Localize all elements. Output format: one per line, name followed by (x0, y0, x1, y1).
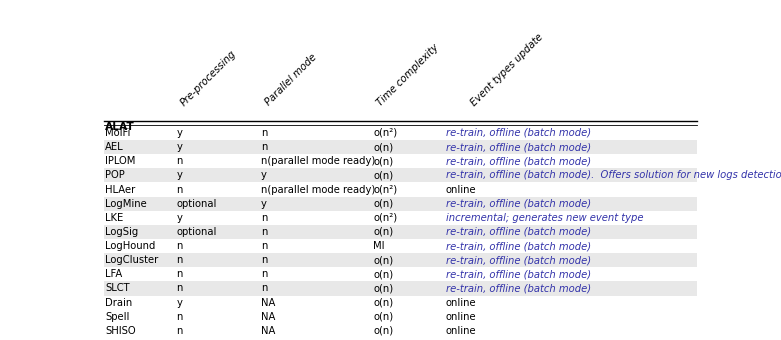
Text: optional: optional (177, 199, 216, 209)
Text: LKE: LKE (105, 213, 123, 223)
Text: y: y (261, 170, 267, 180)
Text: re-train, offline (batch mode): re-train, offline (batch mode) (446, 128, 590, 138)
Text: re-train, offline (batch mode): re-train, offline (batch mode) (446, 142, 590, 152)
Text: y: y (177, 298, 182, 308)
Text: incremental; generates new event type: incremental; generates new event type (446, 213, 644, 223)
Bar (104, 225, 697, 239)
Text: o(n): o(n) (373, 298, 393, 308)
Text: LogMine: LogMine (105, 199, 147, 209)
Text: re-train, offline (batch mode): re-train, offline (batch mode) (446, 156, 590, 166)
Text: n: n (177, 255, 183, 265)
Text: HLAer: HLAer (105, 185, 135, 194)
Text: n: n (261, 255, 267, 265)
Text: n: n (177, 241, 183, 251)
Text: o(n): o(n) (373, 326, 393, 336)
Text: o(n): o(n) (373, 284, 393, 293)
Text: y: y (177, 128, 182, 138)
Text: n(parallel mode ready): n(parallel mode ready) (261, 156, 376, 166)
Text: LogSig: LogSig (105, 227, 138, 237)
Text: NA: NA (261, 326, 276, 336)
Text: o(n): o(n) (373, 142, 393, 152)
Text: y: y (177, 213, 182, 223)
Text: MolFi: MolFi (105, 128, 130, 138)
Text: o(n): o(n) (373, 227, 393, 237)
Text: n: n (261, 269, 267, 279)
Text: y: y (177, 170, 182, 180)
Text: n: n (177, 326, 183, 336)
Text: Event types update: Event types update (469, 32, 545, 107)
Text: online: online (446, 312, 476, 322)
Text: Spell: Spell (105, 312, 130, 322)
Text: o(n): o(n) (373, 199, 393, 209)
Text: online: online (446, 185, 476, 194)
Text: n: n (177, 156, 183, 166)
Text: MI: MI (373, 241, 384, 251)
Text: n: n (261, 128, 267, 138)
Text: n: n (177, 312, 183, 322)
Bar (104, 310, 697, 324)
Text: SLCT: SLCT (105, 284, 130, 293)
Text: IPLOM: IPLOM (105, 156, 135, 166)
Text: n: n (177, 185, 183, 194)
Text: AEL: AEL (105, 142, 123, 152)
Text: LogCluster: LogCluster (105, 255, 158, 265)
Text: LogHound: LogHound (105, 241, 155, 251)
Text: Time complexity: Time complexity (375, 42, 440, 107)
Text: online: online (446, 326, 476, 336)
Text: n: n (261, 227, 267, 237)
Bar (104, 140, 697, 154)
Text: o(n²): o(n²) (373, 128, 398, 138)
Text: n: n (177, 284, 183, 293)
Text: re-train, offline (batch mode): re-train, offline (batch mode) (446, 227, 590, 237)
Text: n: n (261, 142, 267, 152)
Text: SHISO: SHISO (105, 326, 136, 336)
Text: o(n²): o(n²) (373, 213, 398, 223)
Text: o(n): o(n) (373, 312, 393, 322)
Text: Parallel mode: Parallel mode (263, 52, 319, 107)
Text: LFA: LFA (105, 269, 122, 279)
Text: POP: POP (105, 170, 125, 180)
Bar (104, 197, 697, 211)
Text: Pre-processing: Pre-processing (178, 48, 237, 107)
Text: re-train, offline (batch mode): re-train, offline (batch mode) (446, 255, 590, 265)
Bar (104, 253, 697, 267)
Text: y: y (261, 199, 267, 209)
Text: o(n): o(n) (373, 170, 393, 180)
Text: n: n (177, 269, 183, 279)
Text: re-train, offline (batch mode): re-train, offline (batch mode) (446, 241, 590, 251)
Text: re-train, offline (batch mode).  Offers solution for new logs detection: re-train, offline (batch mode). Offers s… (446, 170, 781, 180)
Text: NA: NA (261, 298, 276, 308)
Text: optional: optional (177, 227, 216, 237)
Text: n(parallel mode ready): n(parallel mode ready) (261, 185, 376, 194)
Text: o(n): o(n) (373, 255, 393, 265)
Text: NA: NA (261, 312, 276, 322)
Text: o(n): o(n) (373, 156, 393, 166)
Text: re-train, offline (batch mode): re-train, offline (batch mode) (446, 199, 590, 209)
Text: Drain: Drain (105, 298, 132, 308)
Text: online: online (446, 298, 476, 308)
Bar (104, 282, 697, 295)
Bar (104, 168, 697, 183)
Text: re-train, offline (batch mode): re-train, offline (batch mode) (446, 269, 590, 279)
Text: re-train, offline (batch mode): re-train, offline (batch mode) (446, 284, 590, 293)
Text: ALAT: ALAT (105, 122, 134, 132)
Text: o(n): o(n) (373, 269, 393, 279)
Text: n: n (261, 284, 267, 293)
Text: o(n²): o(n²) (373, 185, 398, 194)
Text: y: y (177, 142, 182, 152)
Text: n: n (261, 241, 267, 251)
Text: n: n (261, 213, 267, 223)
